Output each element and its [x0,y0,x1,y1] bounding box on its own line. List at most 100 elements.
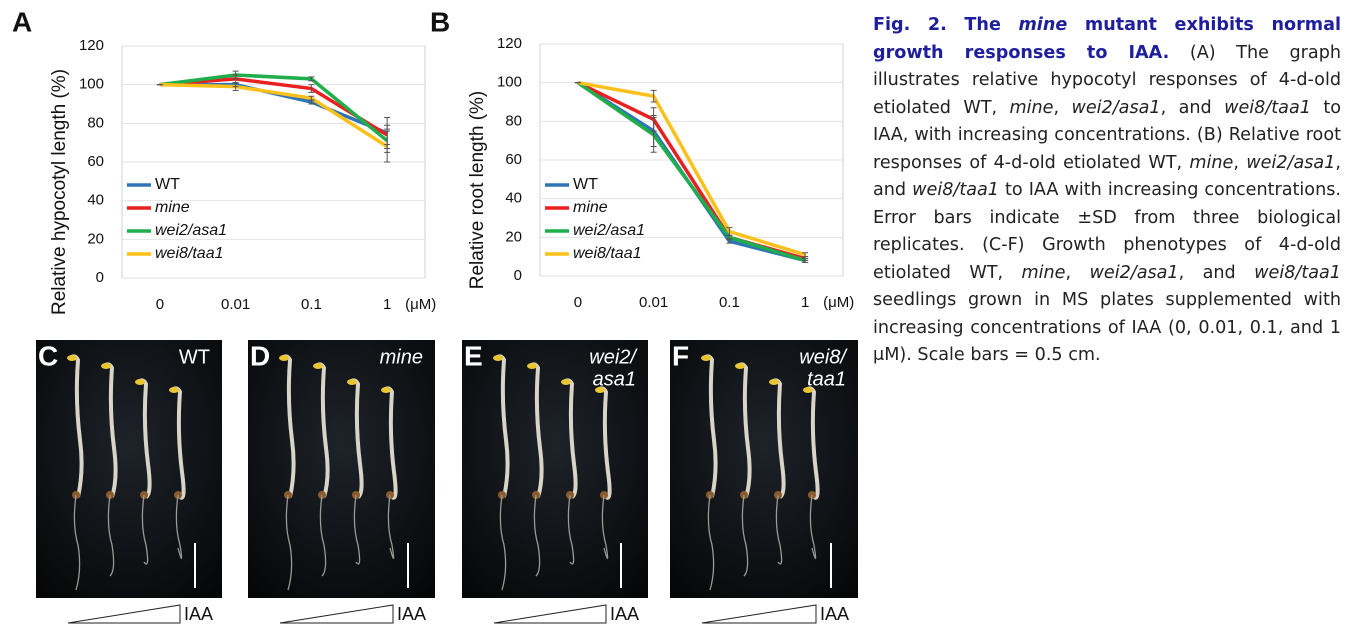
y-tick-label: 0 [514,267,522,284]
x-tick-label: 0.1 [719,294,740,311]
caption-text: to IAA, with increasing concentrations. … [873,97,1341,173]
cotyledon [67,355,77,361]
caption: Fig. 2. The mine mutant exhibits normal … [873,12,1341,370]
root [319,494,327,577]
cotyledon [493,355,503,361]
cotyledon [381,387,391,393]
iaa-wedge [701,604,817,624]
legend-label: WT [155,176,180,193]
root [567,494,575,565]
y-tick-label: 0 [96,269,104,286]
panel-title: taa1 [807,368,846,390]
legend-label: wei2/asa1 [573,222,645,239]
root [775,494,783,565]
cotyledon [279,355,289,361]
error-bar [308,84,315,93]
panel-label: F [672,340,689,371]
cotyledon [561,379,571,385]
panel-label: B [430,6,450,37]
caption-text: , [1065,262,1090,283]
root [73,494,81,591]
panel-title: asa1 [593,368,636,390]
caption-text: to IAA with increasing concentrations. E… [873,180,1341,283]
y-tick-label: 60 [505,151,522,168]
cotyledon [135,379,145,385]
caption-text: mine [1009,97,1054,118]
legend-label: wei8/taa1 [155,245,224,262]
caption-text: mutant exhibits normal growth responses … [873,15,1341,63]
caption-text: mine [1018,15,1068,35]
panel-label: A [12,6,32,37]
cotyledon [347,379,357,385]
y-tick-label: 100 [497,74,522,91]
treatment-label: IAA [184,604,213,624]
y-tick-label: 80 [87,114,104,131]
error-bar [232,70,239,80]
x-tick-label: 1 [383,296,391,313]
root [285,494,293,591]
y-tick-label: 100 [79,76,104,93]
cotyledon [527,363,537,369]
cotyledon [595,387,605,393]
treatment-label: IAA [397,604,426,624]
x-unit: (μM) [823,294,854,311]
error-bar [726,227,733,236]
caption-text: , and [1178,262,1255,283]
iaa-wedge [493,604,607,624]
data-line [577,80,806,257]
legend-label: WT [573,176,598,193]
root [499,494,507,591]
root [387,494,395,559]
cotyledon [313,363,323,369]
root [353,494,361,565]
y-tick-label: 40 [505,190,522,207]
root [741,494,749,577]
y-tick-label: 120 [79,37,104,54]
caption-text: wei8/taa1 [1224,97,1311,118]
treatment-label: IAA [610,604,639,624]
root [809,494,817,559]
error-bar [650,89,657,103]
cotyledon [803,387,813,393]
root [141,494,149,565]
caption-text: Fig. 2. The [873,15,1019,35]
cotyledon [169,387,179,393]
legend-label: wei8/taa1 [573,245,642,262]
x-tick-label: 1 [801,294,809,311]
y-tick-label: 40 [87,192,104,209]
root [107,494,115,577]
root [601,494,609,559]
iaa-wedge [67,604,181,624]
x-unit: (μM) [405,296,436,313]
caption-text: mine [1021,262,1066,283]
y-tick-label: 20 [505,228,522,245]
caption-text: , [1053,97,1072,118]
caption-text: wei2/asa1 [1089,262,1179,283]
panel-label: E [464,340,483,371]
x-tick-label: 0 [574,294,582,311]
caption-text: , and [873,152,1342,201]
root [707,494,715,591]
error-bar [308,76,315,82]
x-tick-label: 0 [156,296,164,313]
panel-label: D [250,340,270,371]
legend-label: wei2/asa1 [155,222,227,239]
error-bar [384,130,391,163]
x-tick-label: 0.01 [221,296,250,313]
y-tick-label: 80 [505,112,522,129]
caption-text: , and [1160,97,1225,118]
error-bar [650,116,657,153]
root [175,494,183,559]
photo [248,340,435,598]
caption-text: wei2/asa1 [1246,152,1336,173]
photo [462,340,648,598]
error-bar [308,95,315,101]
cotyledon [701,355,711,361]
caption-text: wei2/asa1 [1071,97,1161,118]
panel-title: wei8/ [799,346,848,368]
error-bar [802,258,809,263]
y-axis-label: Relative root length (%) [467,91,488,290]
photo [670,340,858,598]
x-tick-label: 0.1 [301,296,322,313]
